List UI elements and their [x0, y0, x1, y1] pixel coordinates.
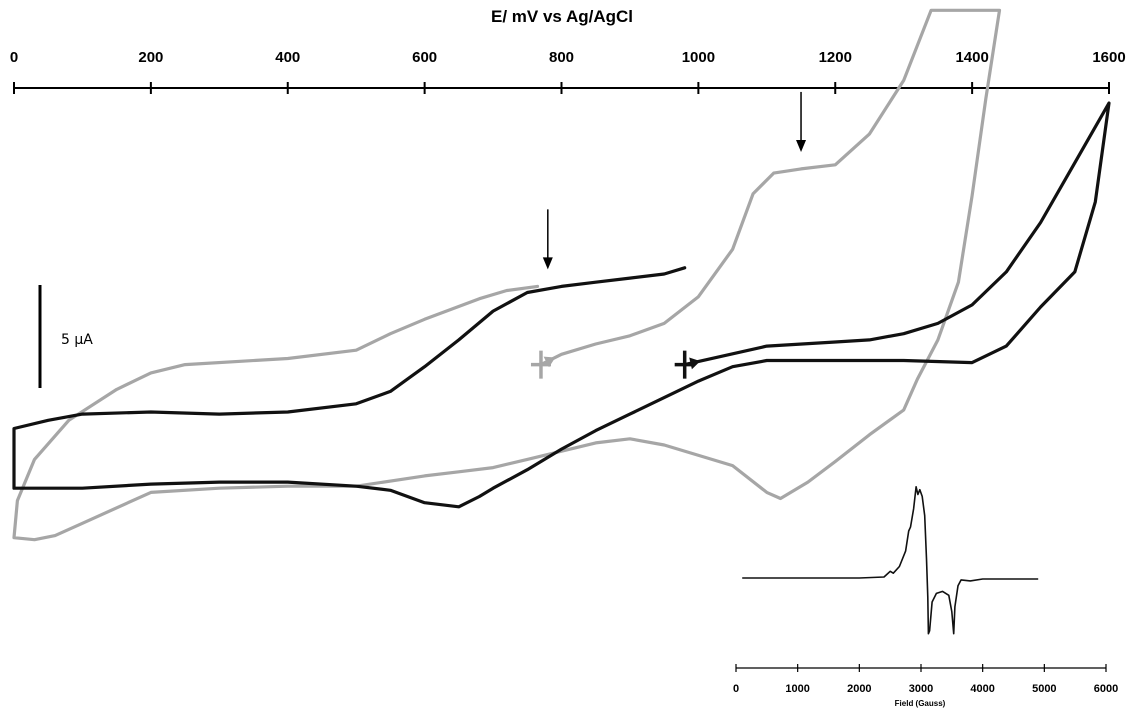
- main-x-tick-label: 800: [549, 49, 574, 66]
- main-x-tick-label: 600: [412, 49, 437, 66]
- inset-series-group: [742, 486, 1039, 635]
- main-x-tick-label: 1400: [955, 49, 988, 66]
- main-plot: E/ mV vs Ag/AgCl 0 200 400 600 800 1000 1200 14…: [10, 7, 1126, 542]
- cv-trace-gray: [12, 8, 1002, 542]
- peak-arrow: [796, 91, 807, 152]
- start-marker-gray: [530, 350, 551, 379]
- epr-inset-plot: 0 1000 2000 3000 4000 5000 6000 Field (Gauss): [733, 486, 1118, 708]
- cv-trace-black: [12, 101, 1111, 509]
- main-x-tick-label: 400: [275, 49, 300, 66]
- peak-arrow: [542, 209, 553, 270]
- main-x-tick-label: 200: [138, 49, 163, 66]
- main-x-tick-label: 1200: [819, 49, 852, 66]
- main-x-ticks: [13, 82, 1110, 94]
- main-series-group: [12, 8, 1111, 542]
- direction-arrowhead-gray: [543, 356, 556, 368]
- main-annotations: [530, 91, 807, 379]
- inset-x-tick-label: 0: [733, 683, 739, 695]
- inset-x-tick-labels: 0 1000 2000 3000 4000 5000 6000: [733, 683, 1118, 695]
- main-x-axis-title: E/ mV vs Ag/AgCl: [491, 7, 633, 26]
- inset-x-tick-label: 3000: [909, 683, 933, 695]
- inset-x-tick-label: 2000: [847, 683, 871, 695]
- main-x-tick-labels: 0 200 400 600 800 1000 1200 1400 1600: [10, 49, 1126, 66]
- scale-bar-label: 5 µA: [61, 332, 93, 348]
- inset-x-tick-label: 1000: [785, 683, 809, 695]
- main-x-tick-label: 1000: [682, 49, 715, 66]
- epr-trace: [742, 486, 1039, 635]
- inset-x-axis-title: Field (Gauss): [895, 699, 946, 708]
- inset-x-tick-label: 6000: [1094, 683, 1118, 695]
- inset-x-tick-label: 5000: [1032, 683, 1056, 695]
- inset-x-tick-label: 4000: [970, 683, 994, 695]
- main-x-tick-label: 1600: [1092, 49, 1125, 66]
- current-scale-bar: 5 µA: [38, 285, 93, 388]
- main-x-tick-label: 0: [10, 49, 18, 66]
- inset-x-ticks: [735, 664, 1107, 672]
- direction-arrowhead-black: [689, 357, 701, 370]
